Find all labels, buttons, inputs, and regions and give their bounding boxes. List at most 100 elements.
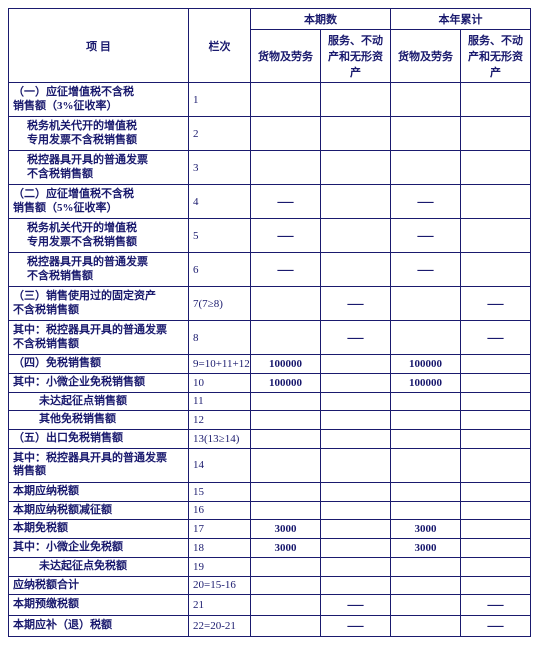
row-item: （五）出口免税销售额 — [9, 430, 189, 449]
row-cell — [391, 117, 461, 151]
row-cell — [321, 83, 391, 117]
row-cell: 100000 — [251, 373, 321, 392]
row-cell — [321, 253, 391, 287]
row-item: 本期免税额 — [9, 520, 189, 539]
row-cell — [391, 482, 461, 501]
row-item: （四）免税销售额 — [9, 355, 189, 374]
row-line: 7(7≥8) — [189, 287, 251, 321]
row-item: 其中：小微企业免税销售额 — [9, 373, 189, 392]
row-cell — [321, 448, 391, 482]
row-cell: — — [251, 219, 321, 253]
row-cell — [391, 501, 461, 520]
row-cell: — — [391, 185, 461, 219]
table-row: 税务机关代开的增值税专用发票不含税销售额2 — [9, 117, 531, 151]
row-cell: — — [251, 185, 321, 219]
hdr-ytd: 本年累计 — [391, 9, 531, 30]
table-row: （一）应征增值税不含税销售额（3%征收率）1 — [9, 83, 531, 117]
table-row: 税控器具开具的普通发票不含税销售额6—— — [9, 253, 531, 287]
hdr-ytd-goods: 货物及劳务 — [391, 30, 461, 83]
row-item: 其他免税销售额 — [9, 411, 189, 430]
row-item: 税控器具开具的普通发票不含税销售额 — [9, 151, 189, 185]
row-cell — [251, 83, 321, 117]
table-row: （五）出口免税销售额13(13≥14) — [9, 430, 531, 449]
row-cell — [391, 616, 461, 637]
row-item: 其中：税控器具开具的普通发票销售额 — [9, 448, 189, 482]
table-row: 其中：小微企业免税额1830003000 — [9, 539, 531, 558]
row-cell: — — [461, 287, 531, 321]
row-cell — [251, 576, 321, 595]
row-cell — [321, 539, 391, 558]
row-cell — [321, 373, 391, 392]
row-cell — [461, 448, 531, 482]
row-cell — [321, 501, 391, 520]
row-cell — [321, 576, 391, 595]
table-row: （三）销售使用过的固定资产不含税销售额7(7≥8) — — — [9, 287, 531, 321]
row-cell — [461, 501, 531, 520]
row-cell — [391, 595, 461, 616]
row-item: 本期预缴税额 — [9, 595, 189, 616]
row-line: 21 — [189, 595, 251, 616]
table-row: 本期应纳税额减征额16 — [9, 501, 531, 520]
table-row: 其中：税控器具开具的普通发票销售额14 — [9, 448, 531, 482]
row-cell — [461, 539, 531, 558]
row-line: 1 — [189, 83, 251, 117]
row-line: 11 — [189, 392, 251, 411]
row-cell: 100000 — [391, 355, 461, 374]
table-row: 应纳税额合计20=15-16 — [9, 576, 531, 595]
row-cell — [391, 557, 461, 576]
row-cell — [251, 411, 321, 430]
row-line: 12 — [189, 411, 251, 430]
hdr-line: 栏次 — [189, 9, 251, 83]
row-cell — [461, 219, 531, 253]
row-cell: — — [461, 321, 531, 355]
table-header: 项 目 栏次 本期数 本年累计 货物及劳务 服务、不动产和无形资产 货物及劳务 … — [9, 9, 531, 83]
row-cell — [321, 355, 391, 374]
row-cell — [251, 616, 321, 637]
row-cell — [321, 117, 391, 151]
row-cell — [461, 430, 531, 449]
hdr-period-goods: 货物及劳务 — [251, 30, 321, 83]
table-row: 其中：税控器具开具的普通发票不含税销售额8—— — [9, 321, 531, 355]
table-row: 未达起征点免税额19 — [9, 557, 531, 576]
row-item: （一）应征增值税不含税销售额（3%征收率） — [9, 83, 189, 117]
row-cell — [251, 595, 321, 616]
row-cell — [251, 287, 321, 321]
row-cell — [391, 83, 461, 117]
row-item: （二）应征增值税不含税销售额（5%征收率） — [9, 185, 189, 219]
row-cell: 3000 — [251, 520, 321, 539]
row-item: 未达起征点销售额 — [9, 392, 189, 411]
row-item: 未达起征点免税额 — [9, 557, 189, 576]
row-cell: — — [321, 287, 391, 321]
row-cell — [461, 117, 531, 151]
table-row: （四）免税销售额9=10+11+12100000100000 — [9, 355, 531, 374]
row-line: 19 — [189, 557, 251, 576]
table-row: 本期应纳税额15 — [9, 482, 531, 501]
row-cell: — — [391, 253, 461, 287]
row-cell: — — [321, 595, 391, 616]
table-row: 其中：小微企业免税销售额10100000100000 — [9, 373, 531, 392]
row-cell — [461, 185, 531, 219]
row-cell — [461, 557, 531, 576]
row-cell — [461, 576, 531, 595]
row-line: 15 — [189, 482, 251, 501]
table-row: 本期预缴税额21—— — [9, 595, 531, 616]
table-body: （一）应征增值税不含税销售额（3%征收率）1税务机关代开的增值税专用发票不含税销… — [9, 83, 531, 637]
row-item: 税控器具开具的普通发票不含税销售额 — [9, 253, 189, 287]
row-cell: — — [391, 219, 461, 253]
row-cell — [321, 411, 391, 430]
row-item: 税务机关代开的增值税专用发票不含税销售额 — [9, 117, 189, 151]
row-cell — [321, 185, 391, 219]
row-cell — [321, 557, 391, 576]
row-item: （三）销售使用过的固定资产不含税销售额 — [9, 287, 189, 321]
row-cell — [321, 392, 391, 411]
row-cell: — — [251, 253, 321, 287]
row-cell — [321, 520, 391, 539]
row-line: 9=10+11+12 — [189, 355, 251, 374]
row-cell — [391, 287, 461, 321]
row-cell — [391, 576, 461, 595]
row-cell: 3000 — [391, 520, 461, 539]
row-line: 22=20-21 — [189, 616, 251, 637]
row-cell — [251, 448, 321, 482]
row-cell — [251, 557, 321, 576]
row-line: 5 — [189, 219, 251, 253]
